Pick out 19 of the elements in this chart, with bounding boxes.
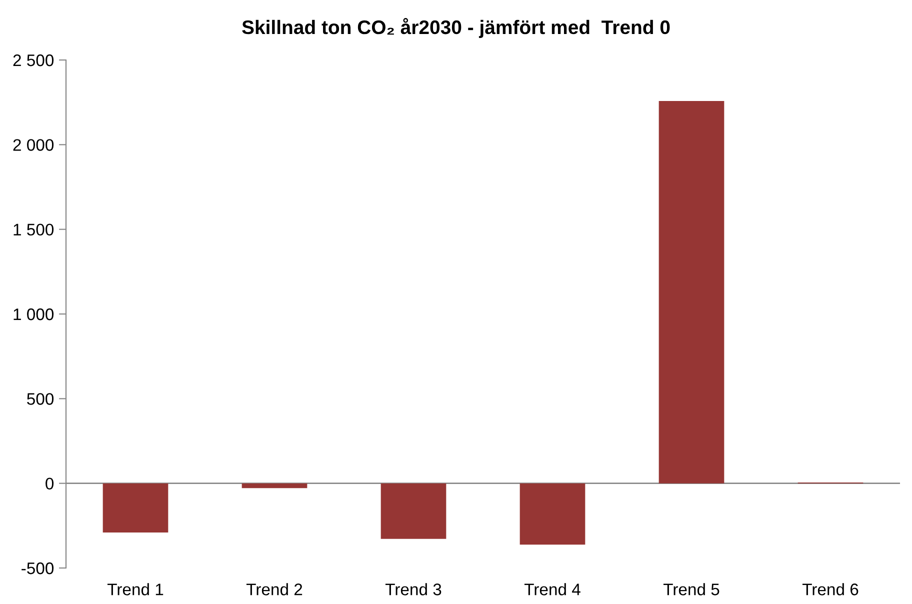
bar — [380, 483, 446, 539]
bar — [520, 483, 586, 545]
bar — [242, 483, 308, 488]
y-tick-label: 1 000 — [14, 308, 54, 320]
bar — [102, 483, 168, 532]
y-tick-label: 500 — [27, 393, 54, 405]
x-tick-label: Trend 3 — [385, 583, 442, 596]
x-tick-label: Trend 5 — [663, 583, 720, 596]
y-tick-label: 0 — [46, 478, 54, 490]
chart-title: Skillnad ton CO₂ år2030 - jämfört med Trend 0 — [242, 18, 670, 38]
y-tick-label: 2 000 — [13, 139, 54, 151]
x-tick-label: Trend 6 — [802, 583, 858, 596]
x-tick-label: Trend 1 — [107, 583, 164, 596]
x-tick-label: Trend 2 — [246, 583, 302, 596]
y-tick-label: 1 500 — [14, 224, 54, 236]
x-tick-label: Trend 4 — [524, 583, 580, 596]
y-tick-label: 2 500 — [13, 54, 54, 66]
bar — [658, 100, 724, 484]
y-tick-label: -500 — [22, 562, 54, 574]
